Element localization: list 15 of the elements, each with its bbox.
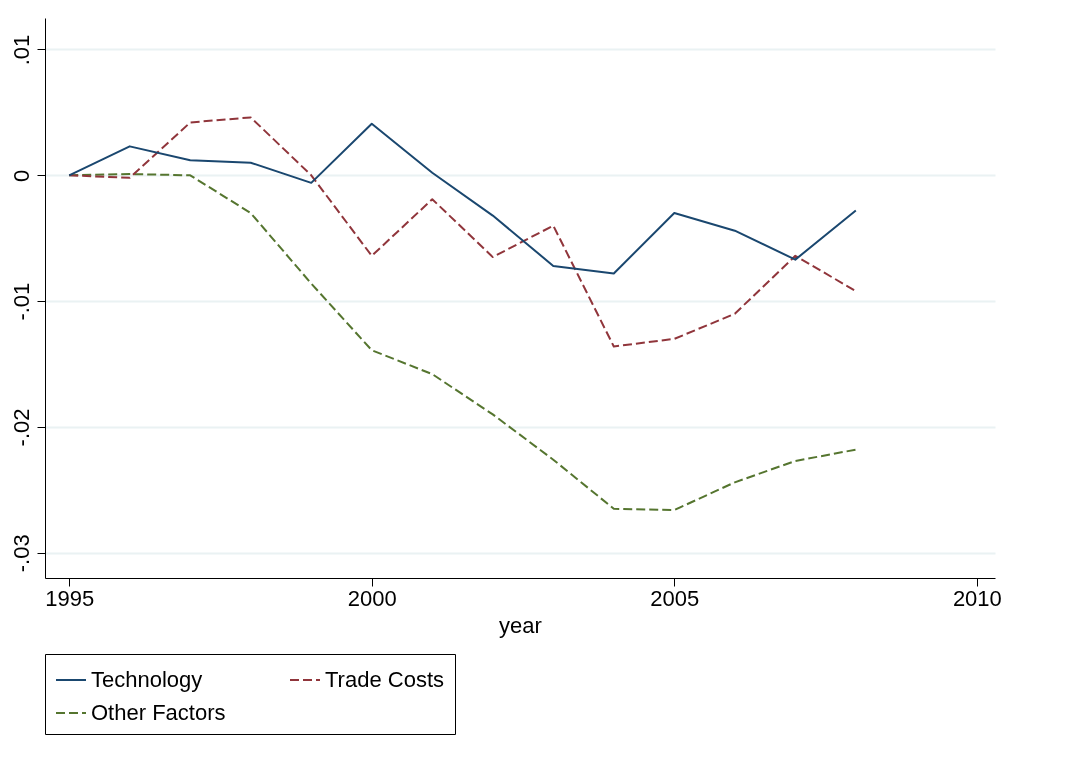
legend-label: Trade Costs: [325, 667, 445, 692]
x-axis-title: year: [499, 612, 542, 638]
x-tick-label: 2010: [952, 585, 1002, 611]
y-tick-label: -.01: [8, 282, 34, 321]
y-tick-label: -.02: [8, 408, 34, 447]
legend-label: Technology: [91, 667, 203, 692]
x-tick-label: 2005: [650, 585, 700, 611]
legend-label: Other Factors: [91, 700, 226, 725]
line-series: [68, 116, 857, 348]
x-tick-label: 2000: [347, 585, 397, 611]
y-tick-label: .01: [8, 34, 34, 66]
y-tick-label: -.03: [8, 534, 34, 573]
x-tick-label: 1995: [45, 585, 95, 611]
line-series: [68, 122, 857, 275]
y-tick-label: 0: [8, 169, 34, 182]
